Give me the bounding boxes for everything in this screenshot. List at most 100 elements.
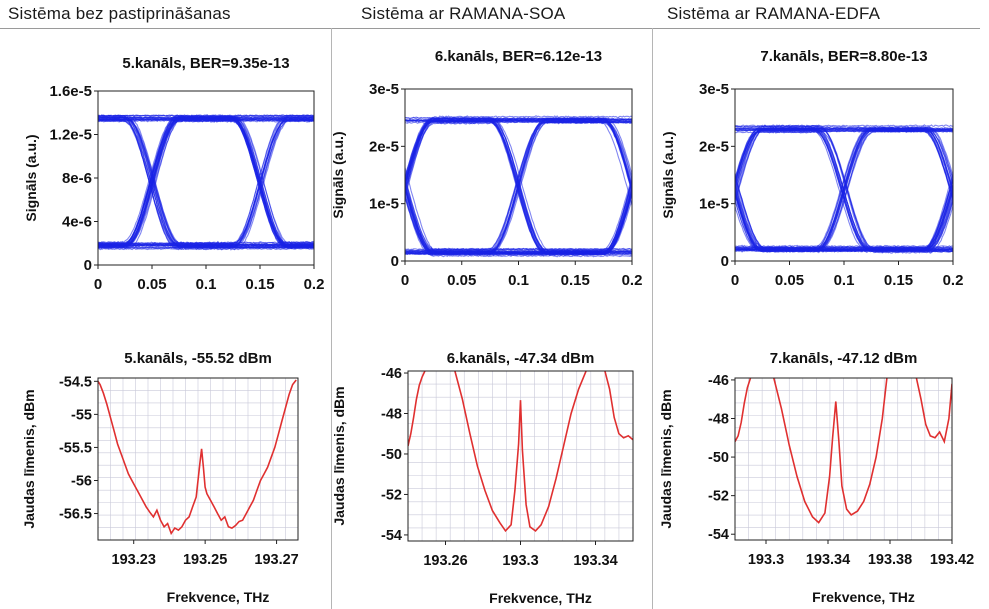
eye-trace — [98, 115, 314, 248]
column-divider-1 — [331, 28, 332, 609]
plot-data — [735, 124, 953, 254]
eye-trace — [98, 114, 314, 248]
eye-trace — [735, 244, 953, 248]
eye-trace — [98, 117, 314, 246]
eye-trace — [98, 117, 314, 249]
eye-trace — [405, 191, 632, 255]
eye-trace — [98, 116, 314, 248]
y-tick-label: -50 — [708, 450, 729, 466]
eye-trace — [405, 188, 632, 255]
eye-trace — [405, 184, 632, 255]
eye-trace — [98, 120, 314, 246]
eye-trace — [98, 116, 314, 249]
plot-data — [408, 371, 633, 533]
eye-trace — [98, 117, 314, 247]
y-tick-label: 4e-6 — [62, 214, 92, 231]
x-tick-label: 193.34 — [806, 552, 850, 568]
x-tick-label: 0.05 — [447, 272, 476, 289]
grid-lines — [408, 371, 633, 541]
y-tick-label: 1.6e-5 — [49, 83, 92, 100]
eye-trace — [98, 114, 314, 245]
chart-4: 5.kanāls, -55.52 dBm -54.5 -55 -55.5 -56 -56.… — [21, 350, 299, 605]
column-title-raman-soa: Sistēma ar RAMANA-SOA — [361, 4, 566, 23]
plot-frame — [734, 377, 953, 541]
eye-trace — [735, 128, 953, 182]
y-tick-label: 0 — [391, 253, 399, 270]
eye-trace — [98, 118, 314, 249]
x-tick-label: 0.15 — [561, 272, 590, 289]
eye-trace — [735, 125, 953, 254]
y-axis-label: Jaudas līmenis, dBm — [331, 386, 347, 525]
eye-trace — [405, 115, 632, 194]
chart-1: 5.kanāls, BER=9.35e-13 0 4e-6 8e-6 1.2e-5 1.6… — [23, 55, 324, 293]
y-tick-label: 2e-5 — [699, 138, 729, 155]
x-tick-label: 0.1 — [834, 272, 855, 289]
x-axis-label: Frekvence, THz — [167, 589, 270, 605]
y-tick-label: 1.2e-5 — [49, 127, 92, 144]
eye-trace — [98, 114, 314, 244]
eye-trace — [98, 116, 314, 251]
chart-title: 6.kanāls, BER=6.12e-13 — [435, 48, 602, 65]
eye-trace — [98, 118, 314, 250]
spectrum-series-1 — [735, 378, 752, 442]
x-axis-label: Frekvence, THz — [489, 590, 592, 606]
eye-trace — [405, 191, 632, 255]
chart-title: 7.kanāls, BER=8.80e-13 — [760, 48, 927, 65]
x-tick-label: 0.1 — [196, 276, 217, 293]
y-tick-label: -48 — [708, 412, 729, 428]
x-tick-label: 193.25 — [183, 552, 227, 568]
y-axis-label: Signāls (a.u.) — [23, 134, 39, 221]
eye-trace — [98, 116, 314, 120]
eye-trace — [98, 116, 314, 248]
eye-trace — [98, 119, 314, 249]
eye-trace — [98, 118, 314, 246]
eye-trace — [405, 182, 632, 254]
eye-trace — [98, 119, 314, 247]
x-tick-label: 0 — [731, 272, 739, 289]
eye-trace — [98, 115, 314, 250]
plot-data — [98, 379, 297, 536]
y-tick-label: -52 — [708, 489, 729, 505]
chart-3: 7.kanāls, BER=8.80e-13 0 1e-5 2e-5 3e-5 0 0.05… — [660, 48, 964, 289]
eye-trace — [98, 115, 314, 247]
plot-data — [405, 115, 632, 258]
y-tick-label: 3e-5 — [699, 81, 729, 98]
column-divider-2 — [652, 28, 653, 609]
chart-title: 6.kanāls, -47.34 dBm — [447, 350, 595, 367]
x-tick-label: 193.34 — [573, 553, 617, 569]
y-axis-label: Jaudas līmenis, dBm — [21, 389, 37, 528]
chart-6: 7.kanāls, -47.12 dBm -46 -48 -50 -52 -54 193.3… — [658, 350, 974, 605]
eye-trace — [98, 118, 314, 249]
chart-2: 6.kanāls, BER=6.12e-13 0 1e-5 2e-5 3e-5 0 0.05… — [330, 48, 643, 289]
y-tick-label: -55 — [71, 407, 92, 423]
eye-trace — [405, 181, 632, 256]
plot-data — [98, 114, 314, 251]
eye-trace — [98, 116, 314, 247]
y-axis-label: Jaudas līmenis, dBm — [658, 389, 674, 528]
y-tick-label: 0 — [84, 257, 92, 274]
spectrum-series-2 — [773, 378, 888, 524]
chart-title: 7.kanāls, -47.12 dBm — [770, 350, 918, 367]
eye-trace — [405, 116, 632, 254]
eye-trace — [405, 178, 632, 255]
x-axis-label: Frekvence, THz — [812, 589, 915, 605]
eye-trace — [98, 115, 314, 247]
eye-trace — [405, 118, 632, 208]
x-tick-label: 193.27 — [254, 552, 298, 568]
x-tick-label: 0.1 — [508, 272, 529, 289]
y-tick-label: -46 — [381, 366, 402, 382]
column-title-no-amplification: Sistēma bez pastiprināšanas — [8, 4, 231, 23]
x-tick-label: 193.26 — [423, 553, 467, 569]
eye-trace — [405, 179, 632, 254]
eye-trace — [98, 115, 314, 247]
spectrum-series-1 — [98, 379, 297, 536]
x-tick-label: 0.2 — [622, 272, 643, 289]
eye-trace — [98, 118, 314, 248]
eye-trace — [98, 118, 314, 246]
x-tick-label: 0.05 — [775, 272, 804, 289]
spectrum-series-3 — [915, 378, 952, 445]
eye-trace — [98, 116, 314, 248]
eye-trace — [98, 117, 314, 248]
x-tick-label: 0.2 — [943, 272, 964, 289]
